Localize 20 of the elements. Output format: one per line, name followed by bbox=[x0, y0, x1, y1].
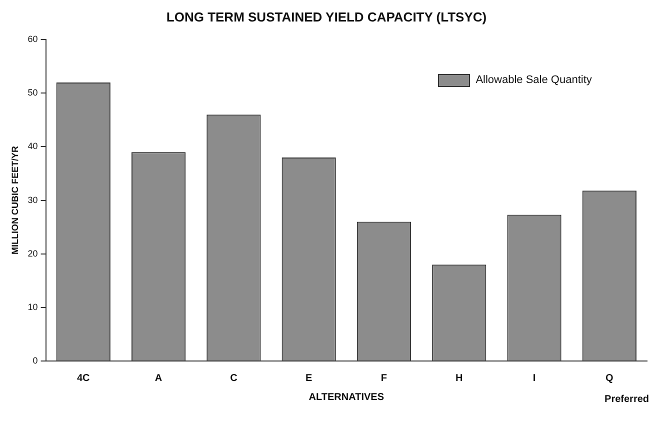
y-tick-label: 10 bbox=[28, 302, 38, 312]
chart-title: LONG TERM SUSTAINED YIELD CAPACITY (LTSYC) bbox=[166, 9, 487, 24]
y-tick-label: 40 bbox=[28, 141, 38, 152]
y-axis-title: MILLION CUBIC FEET/YR bbox=[10, 146, 20, 255]
x-tick-label: C bbox=[230, 372, 238, 384]
y-tick-label: 30 bbox=[28, 194, 38, 205]
x-tick-label: H bbox=[456, 372, 463, 384]
x-tick-label: I bbox=[532, 372, 536, 384]
x-tick-label: 4C bbox=[76, 372, 90, 384]
y-tick-label: 60 bbox=[28, 34, 38, 44]
x-tick-label: A bbox=[154, 372, 162, 384]
y-tick-label: 0 bbox=[32, 355, 38, 366]
x-axis-title: ALTERNATIVES bbox=[308, 392, 384, 403]
legend-label: Allowable Sale Quantity bbox=[476, 74, 592, 87]
x-tick-label: F bbox=[380, 372, 388, 384]
y-tick-label: 20 bbox=[28, 248, 38, 258]
y-tick-label: 50 bbox=[28, 88, 38, 98]
x-tick-label: Q bbox=[606, 372, 614, 384]
text: Preferred bbox=[604, 394, 649, 405]
x-tick-label: E bbox=[305, 372, 312, 384]
